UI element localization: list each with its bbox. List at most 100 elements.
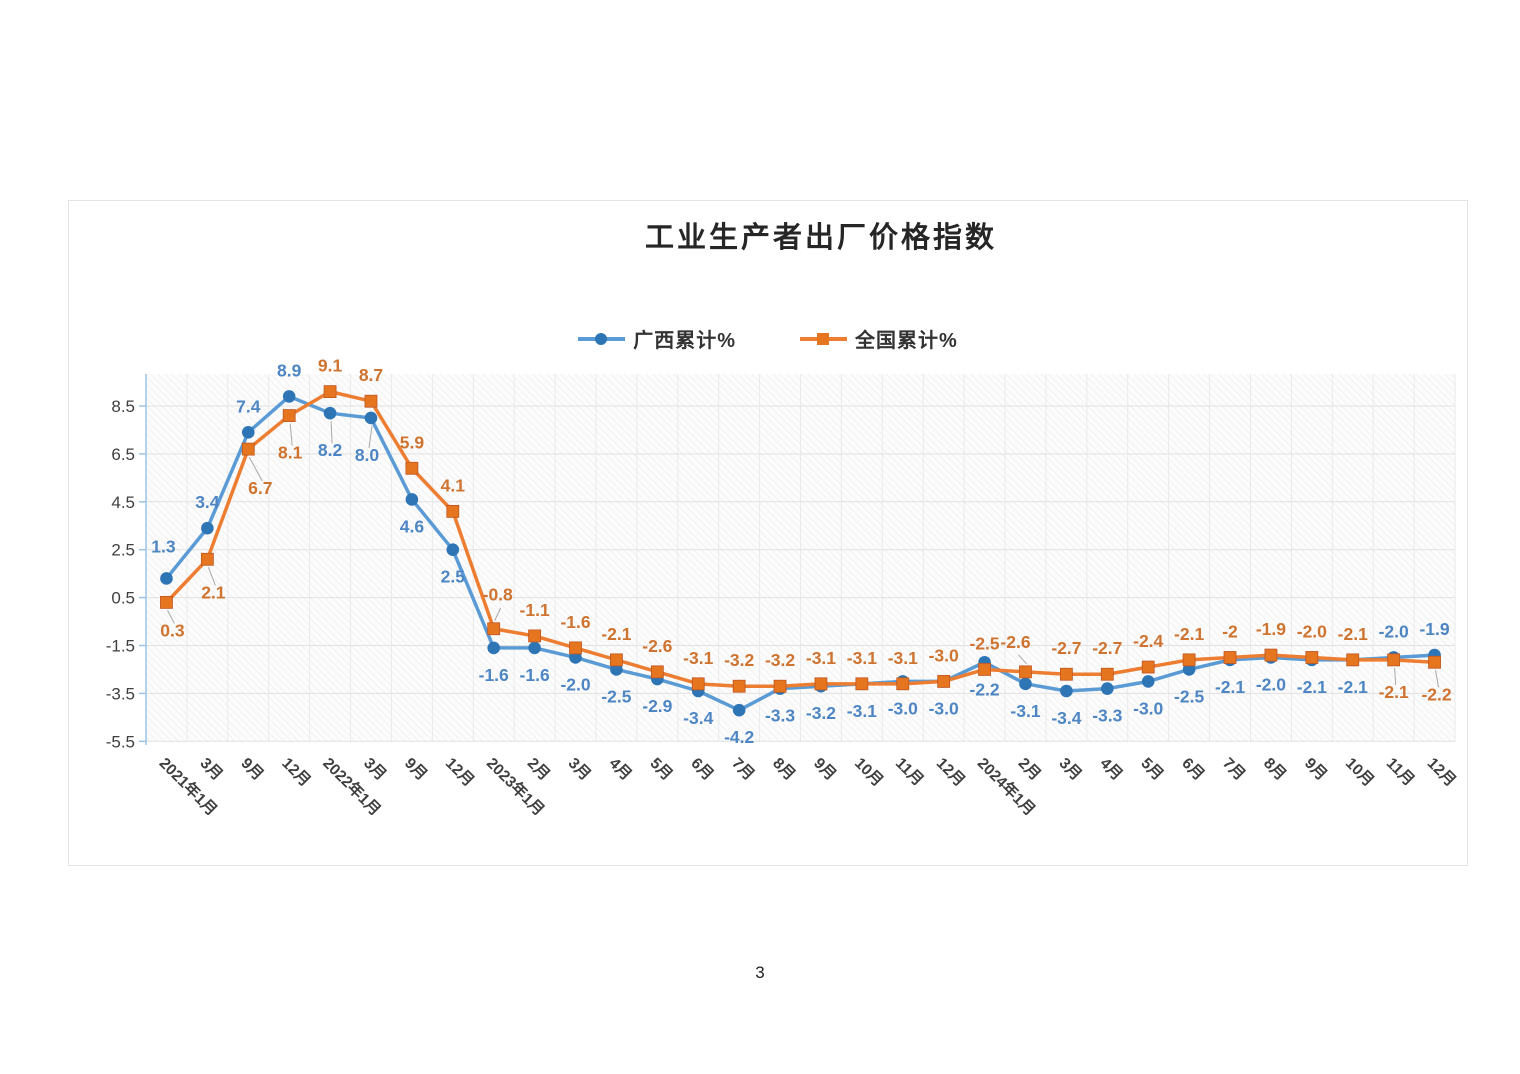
x-tick-label: 3月 <box>360 754 390 784</box>
leader-line <box>289 423 293 446</box>
x-tick-label: 3月 <box>565 754 595 784</box>
data-label: 8.7 <box>359 365 383 385</box>
data-label: -2.9 <box>642 696 672 716</box>
x-tick-label: 4月 <box>606 754 636 784</box>
x-tick-label: 10月 <box>1342 754 1378 790</box>
data-label: -1.9 <box>1419 619 1449 639</box>
data-point <box>773 679 787 693</box>
data-label: -2.7 <box>1092 638 1122 658</box>
data-label: -1.1 <box>520 600 550 620</box>
leader-line <box>1394 667 1397 685</box>
y-tick-label: 8.5 <box>111 397 135 416</box>
leader-line <box>248 456 263 482</box>
leader-line <box>1018 654 1027 665</box>
x-tick-label: 12月 <box>442 754 478 790</box>
x-tick-label: 5月 <box>1137 754 1167 784</box>
data-label: -3.1 <box>806 648 836 668</box>
x-tick-label: 3月 <box>197 754 227 784</box>
data-label: -2.4 <box>1133 631 1163 651</box>
data-label: -3.2 <box>765 650 795 670</box>
data-label: -3.2 <box>724 650 754 670</box>
data-label: -1.6 <box>560 612 590 632</box>
data-label: 5.9 <box>400 432 425 452</box>
data-point <box>1141 675 1155 688</box>
gridlines <box>146 374 1456 742</box>
data-point <box>1059 667 1073 681</box>
x-tick-label: 11月 <box>1383 754 1418 789</box>
chart-title: 工业生产者出厂价格指数 <box>644 222 997 254</box>
x-tick-label: 4月 <box>1096 754 1126 784</box>
data-label: 8.1 <box>278 443 303 463</box>
data-label: -1.6 <box>520 665 550 685</box>
data-labels: 0.3 2.1 6.7 8.1 9.1 8.7 5.9 4.1 -0.8 -1.1 -1.6 -2.1… <box>160 356 1452 705</box>
data-label: -2.5 <box>970 633 1000 653</box>
data-label: 7.4 <box>236 396 261 416</box>
data-point <box>1223 651 1237 664</box>
data-point <box>1387 653 1401 667</box>
legend-item-national: 全国累计% <box>800 324 958 353</box>
data-label: -2.6 <box>642 636 672 656</box>
data-point <box>487 641 501 655</box>
data-label: -2.5 <box>601 686 631 706</box>
data-label: -3.1 <box>683 648 713 668</box>
data-point <box>323 385 337 399</box>
data-point <box>528 629 542 643</box>
x-tick-label: 7月 <box>1219 754 1249 784</box>
data-point <box>405 461 419 475</box>
x-tick-label: 12月 <box>278 754 314 790</box>
data-point <box>937 675 951 688</box>
data-point <box>896 677 910 691</box>
data-point <box>1100 667 1114 681</box>
x-tick-label: 11月 <box>892 754 927 789</box>
data-point <box>160 595 173 609</box>
data-labels: 1.3 3.4 7.4 8.9 8.2 8.0 4.6 2.5 -1.6 -1.6 -2.0 -2.5… <box>151 360 1450 747</box>
data-point <box>241 426 255 439</box>
data-point <box>1305 651 1319 664</box>
data-point <box>650 665 664 679</box>
data-point <box>610 663 623 676</box>
data-point <box>855 677 869 691</box>
data-point <box>1019 677 1032 691</box>
y-tick-label: -3.5 <box>106 684 135 703</box>
leader-line <box>368 425 373 449</box>
data-point <box>1060 684 1073 698</box>
data-label: -0.8 <box>483 585 513 605</box>
data-label: -2.2 <box>970 679 1000 699</box>
data-point <box>528 641 541 655</box>
data-point <box>446 504 460 518</box>
data-label: -2.2 <box>1421 684 1451 704</box>
data-label: 2.1 <box>201 582 226 602</box>
series-line-guangxi <box>164 394 1437 712</box>
data-label: -2.0 <box>1297 621 1327 641</box>
x-tick-label: 8月 <box>769 754 799 784</box>
data-point <box>1100 682 1114 695</box>
data-point <box>405 493 419 506</box>
leader-line <box>207 567 216 586</box>
data-label: -2 <box>1222 621 1238 641</box>
data-point <box>814 677 828 691</box>
x-tick-label: 3月 <box>1056 754 1086 784</box>
line-square-marker-icon <box>800 332 847 345</box>
data-label: -2.6 <box>1000 632 1030 652</box>
data-label: -3.4 <box>683 708 713 728</box>
legend-item-guangxi: 广西累计% <box>578 324 736 353</box>
legend-label-national: 全国累计% <box>855 330 958 352</box>
data-label: 6.7 <box>248 478 272 498</box>
data-point <box>1428 655 1441 669</box>
data-label: 8.9 <box>277 360 302 380</box>
data-point <box>978 663 991 676</box>
y-tick-label: -1.5 <box>106 637 135 656</box>
data-label: -3.0 <box>929 645 959 665</box>
chart-panel: 工业生产者出厂价格指数 广西累计% 全国累计% 8.5 6.5 4.5 2.5 0.5 -… <box>68 200 1468 866</box>
data-label: 4.6 <box>400 516 425 536</box>
x-tick-label: 9月 <box>237 754 267 784</box>
legend-label-guangxi: 广西累计% <box>633 330 736 352</box>
data-point <box>364 394 378 408</box>
y-tick-label: 6.5 <box>111 445 135 464</box>
data-label: 4.1 <box>441 475 466 495</box>
x-tick-label: 2月 <box>1015 754 1045 784</box>
data-point <box>241 442 255 456</box>
data-label: 2.5 <box>441 567 466 587</box>
data-point <box>282 409 296 422</box>
